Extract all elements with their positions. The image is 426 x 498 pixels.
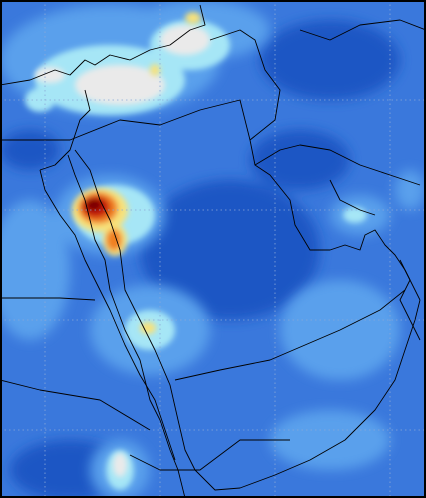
white-zones [35, 25, 210, 477]
coastlines [1, 4, 425, 497]
